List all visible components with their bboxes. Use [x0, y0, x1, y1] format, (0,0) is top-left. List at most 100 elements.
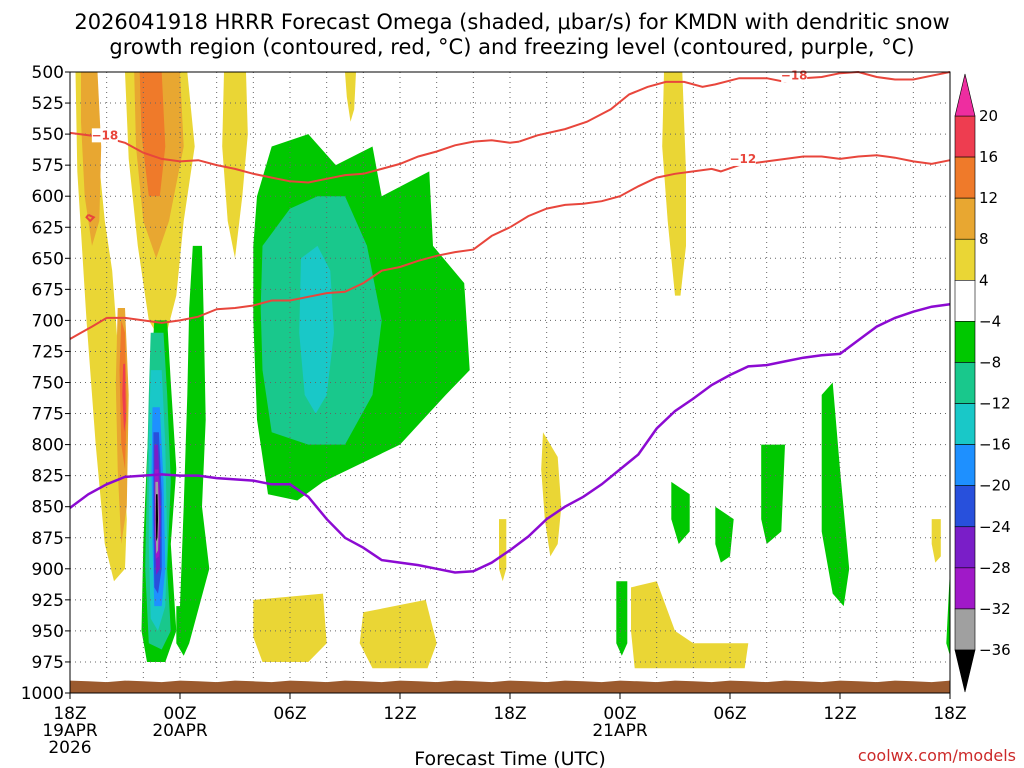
- x-tick-label-12-0: 06Z: [273, 704, 306, 724]
- omega-region-11: [541, 432, 562, 557]
- y-tick-label-500: 500: [32, 63, 64, 83]
- isotherm-label-2: −12: [729, 152, 756, 166]
- plot-area: −18 −18 −12: [69, 68, 951, 694]
- isotherm-contours: −18 −18 −12: [69, 68, 951, 340]
- freezing-level-line: [69, 303, 951, 574]
- omega-region-25: [715, 506, 734, 563]
- omega-region-23: [616, 581, 628, 656]
- y-tick-label-925: 925: [32, 591, 64, 611]
- colorbar-bin-10: [954, 526, 976, 569]
- colorbar-label-8: 8: [979, 230, 989, 248]
- omega-region-24: [671, 481, 690, 544]
- isotherm-label-1: −18: [91, 128, 118, 142]
- y-tick-label-600: 600: [32, 187, 64, 207]
- colorbar: 20 16 12 8 4 −4 −8 −12 −16 −20 −24 −28 −32 −36: [954, 73, 1011, 693]
- omega-region-18: [180, 245, 210, 644]
- colorbar-label-12: 12: [979, 189, 998, 207]
- terrain-band: [70, 680, 950, 693]
- omega-region-28: [946, 568, 950, 656]
- omega-region-36: [155, 494, 158, 542]
- colorbar-label--36: −36: [979, 641, 1011, 659]
- colorbar-bin-6: [954, 362, 976, 404]
- omega-region-10: [662, 72, 686, 296]
- y-tick-label-950: 950: [32, 622, 64, 642]
- y-tick-label-725: 725: [32, 342, 64, 362]
- x-tick-label-0-1: 19APR: [42, 721, 98, 741]
- colorbar-label-16: 16: [979, 148, 998, 166]
- colorbar-bin-2: [954, 197, 976, 240]
- isotherm-label-bg-1: [91, 128, 118, 143]
- isotherm-label-bg-2: [729, 151, 756, 166]
- colorbar-label--28: −28: [979, 559, 1011, 577]
- omega-region-22: [176, 606, 190, 656]
- x-tick-label-24-0: 18Z: [493, 704, 526, 724]
- colorbar-label--12: −12: [979, 395, 1011, 413]
- colorbar-label--4: −4: [979, 312, 1001, 330]
- x-tick-label-0-2: 2026: [48, 738, 91, 758]
- y-tick-label-775: 775: [32, 405, 64, 425]
- colorbar-top-arrow: [954, 73, 976, 117]
- y-tick-label-525: 525: [32, 94, 64, 114]
- x-tick-label-18-0: 12Z: [383, 704, 416, 724]
- x-tick-label-6-1: 20APR: [152, 721, 208, 741]
- omega-region-26: [761, 444, 785, 544]
- y-tick-label-1000: 1000: [21, 684, 64, 704]
- terrain: [70, 680, 950, 693]
- x-tick-label-6-0: 00Z: [163, 704, 196, 724]
- grid: [70, 72, 950, 693]
- y-tick-label-650: 650: [32, 249, 64, 269]
- y-tick-label-625: 625: [32, 218, 64, 238]
- y-tick-label-575: 575: [32, 156, 64, 176]
- colorbar-bin-3: [954, 238, 976, 281]
- colorbar-bin-7: [954, 403, 976, 445]
- x-axis-label: Forecast Time (UTC): [414, 748, 605, 768]
- colorbar-label-20: 20: [979, 107, 998, 125]
- colorbar-bottom-arrow: [954, 649, 976, 693]
- omega-region-7: [122, 363, 126, 433]
- y-tick-label-825: 825: [32, 467, 64, 487]
- isotherm-line-2: [69, 154, 951, 340]
- x-tick-label-42-0: 12Z: [823, 704, 856, 724]
- freezing-level-contour: [69, 303, 951, 574]
- colorbar-label--8: −8: [979, 353, 1001, 371]
- x-tick-label-0-0: 18Z: [53, 704, 86, 724]
- y-axis: 500 525 550 575 600 625 650 675 700 725 750 775 800 8…: [21, 63, 70, 704]
- y-tick-label-700: 700: [32, 311, 64, 331]
- colorbar-bin-11: [954, 567, 976, 610]
- omega-region-4: [139, 72, 166, 197]
- colorbar-bin-5: [954, 321, 976, 363]
- y-tick-label-550: 550: [32, 125, 64, 145]
- omega-region-9: [345, 72, 356, 122]
- colorbar-label-4: 4: [979, 271, 989, 289]
- colorbar-bin-1: [954, 156, 976, 199]
- y-tick-label-675: 675: [32, 280, 64, 300]
- x-tick-label-36-0: 06Z: [713, 704, 746, 724]
- colorbar-bin-12: [954, 608, 976, 651]
- y-tick-label-900: 900: [32, 560, 64, 580]
- colorbar-label--32: −32: [979, 600, 1011, 618]
- colorbar-bin-9: [954, 485, 976, 528]
- x-tick-label-48-0: 18Z: [933, 704, 966, 724]
- chart-title-line1: 2026041918 HRRR Forecast Omega (shaded, …: [74, 10, 949, 34]
- colorbar-bin-4: [954, 280, 976, 322]
- x-tick-label-30-0: 00Z: [603, 704, 636, 724]
- isotherm-label-0: −18: [781, 69, 808, 83]
- colorbar-bin-0: [954, 115, 976, 158]
- isotherm-line-0: [518, 70, 951, 143]
- omega-region-16: [931, 519, 941, 563]
- chart-title-line2: growth region (contoured, red, °C) and f…: [109, 35, 914, 59]
- y-tick-label-875: 875: [32, 529, 64, 549]
- isotherm-line-1: [69, 131, 520, 184]
- y-tick-label-800: 800: [32, 436, 64, 456]
- colorbar-bin-8: [954, 444, 976, 486]
- x-tick-label-30-1: 21APR: [592, 721, 648, 741]
- isotherm-line-3: [85, 213, 96, 223]
- omega-region-27: [821, 382, 850, 607]
- y-tick-label-975: 975: [32, 653, 64, 673]
- credit-text: coolwx.com/models: [858, 746, 1016, 765]
- y-tick-label-750: 750: [32, 374, 64, 394]
- omega-region-21: [299, 245, 334, 414]
- omega-region-12: [499, 519, 507, 582]
